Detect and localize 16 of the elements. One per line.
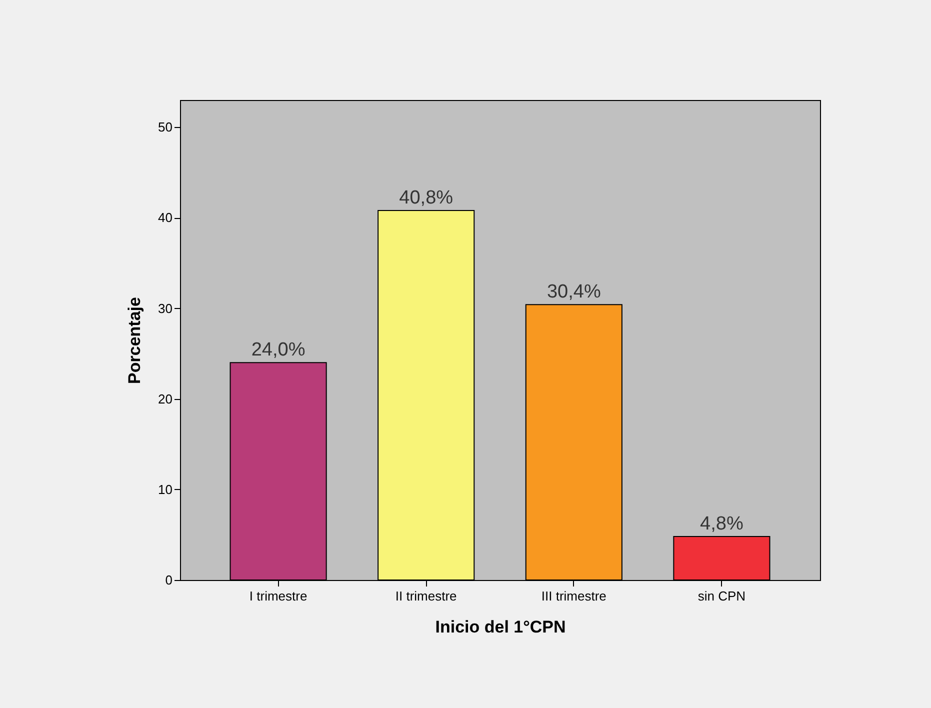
x-tick-label: II trimestre [395,588,457,604]
y-tick-label: 20 [158,391,172,406]
y-tick-label: 30 [158,300,172,316]
x-tick-label: I trimestre [249,588,308,604]
y-tick-label: 50 [158,120,172,135]
data-label: 30,4% [546,282,601,303]
data-label: 40,8% [399,187,454,208]
y-tick-label: 40 [158,210,172,226]
y-tick-label: 10 [158,482,172,497]
y-tick-label: 0 [165,572,172,588]
data-label: 24,0% [251,340,306,361]
y-axis-title: Porcentaje [125,297,144,384]
x-tick-label: sin CPN [698,588,746,604]
x-tick-label: III trimestre [541,588,606,604]
data-label: 4,8% [700,514,744,535]
x-axis-title: Inicio del 1°CPN [435,618,566,636]
